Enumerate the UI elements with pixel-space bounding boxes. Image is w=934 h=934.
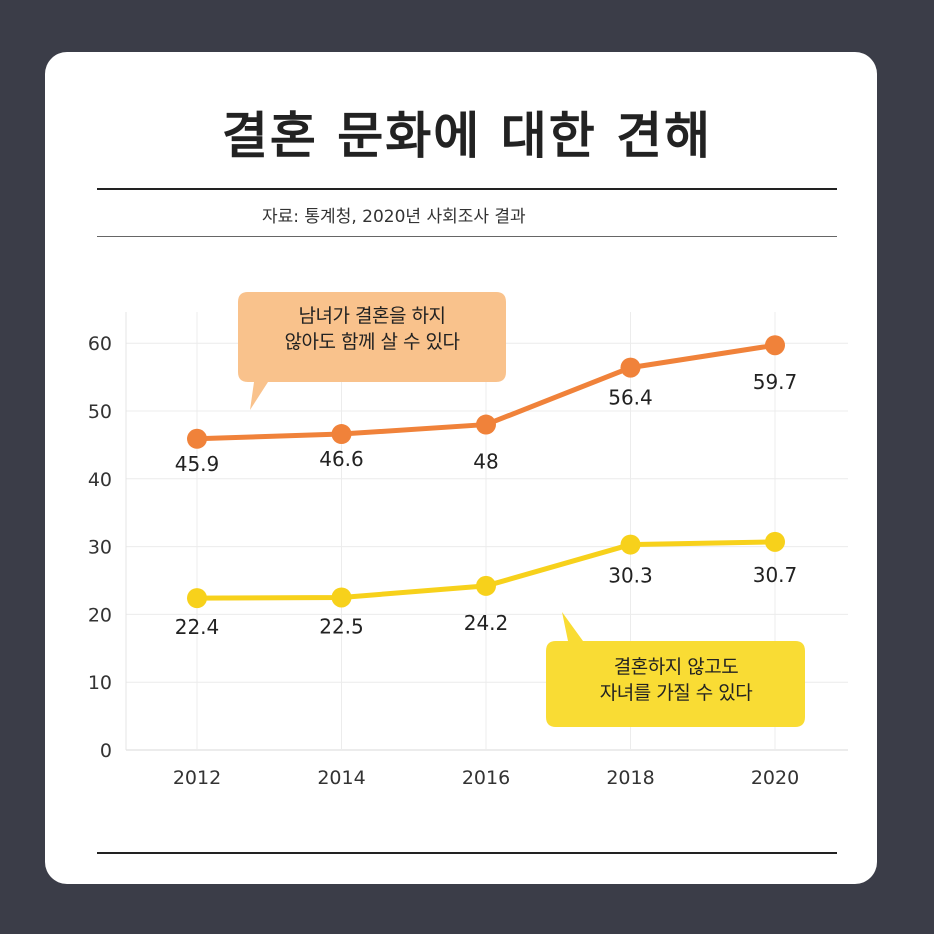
yellow-callout-bubble bbox=[546, 612, 805, 727]
chart-axes: 0 10 20 30 40 50 60 2012 2014 2016 2018 2020 bbox=[88, 333, 799, 789]
data-point bbox=[620, 534, 641, 555]
y-tick-label: 50 bbox=[88, 401, 112, 423]
data-label: 59.7 bbox=[753, 370, 798, 394]
title-divider bbox=[97, 188, 837, 190]
x-tick-label: 2014 bbox=[317, 767, 365, 789]
yellow-callout-line-2: 자녀를 가질 수 있다 bbox=[599, 682, 753, 704]
x-tick-label: 2016 bbox=[462, 767, 510, 789]
orange-callout-line-1: 남녀가 결혼을 하지 bbox=[298, 305, 446, 327]
source-divider bbox=[97, 236, 837, 237]
orange-series-callout: 남녀가 결혼을 하지 않아도 함께 살 수 있다 bbox=[236, 303, 508, 355]
orange-callout-bubble bbox=[238, 292, 506, 410]
y-tick-label: 40 bbox=[88, 469, 112, 491]
data-point bbox=[620, 357, 641, 378]
bottom-divider bbox=[97, 852, 837, 854]
chart-title: 결혼 문화에 대한 견해 bbox=[221, 107, 713, 165]
data-label: 24.2 bbox=[464, 611, 509, 635]
yellow-series-callout: 결혼하지 않고도 자녀를 가질 수 있다 bbox=[548, 654, 804, 706]
data-label: 22.4 bbox=[175, 615, 220, 639]
data-point bbox=[765, 531, 785, 552]
data-point bbox=[476, 414, 496, 435]
y-tick-label: 30 bbox=[88, 537, 112, 559]
chart-series: 45.9 46.6 48 56.4 59.7 22.4 22.5 24.2 30.3 30.7 bbox=[175, 335, 798, 639]
x-tick-label: 2020 bbox=[751, 767, 799, 789]
source-note: 자료: 통계청, 2020년 사회조사 결과 bbox=[262, 207, 526, 227]
data-point bbox=[765, 335, 785, 356]
data-label: 45.9 bbox=[175, 452, 220, 476]
data-label: 56.4 bbox=[608, 386, 653, 410]
y-tick-label: 0 bbox=[100, 740, 112, 762]
x-tick-label: 2012 bbox=[173, 767, 221, 789]
data-label: 30.3 bbox=[608, 564, 653, 588]
chart-card bbox=[45, 52, 877, 884]
y-tick-label: 10 bbox=[88, 672, 112, 694]
x-tick-label: 2018 bbox=[606, 767, 654, 789]
data-point bbox=[187, 588, 207, 609]
data-label: 46.6 bbox=[319, 447, 364, 471]
legend-callouts bbox=[238, 292, 805, 727]
data-point bbox=[476, 575, 496, 596]
data-point bbox=[331, 587, 352, 608]
yellow-callout-line-1: 결혼하지 않고도 bbox=[613, 656, 739, 678]
y-tick-label: 20 bbox=[88, 604, 112, 626]
data-point bbox=[331, 424, 352, 445]
data-point bbox=[187, 428, 207, 449]
orange-callout-line-2: 않아도 함께 살 수 있다 bbox=[284, 331, 460, 353]
y-tick-label: 60 bbox=[88, 333, 112, 355]
data-label: 22.5 bbox=[319, 614, 364, 638]
data-label: 30.7 bbox=[753, 563, 798, 587]
data-label: 48 bbox=[473, 450, 498, 474]
